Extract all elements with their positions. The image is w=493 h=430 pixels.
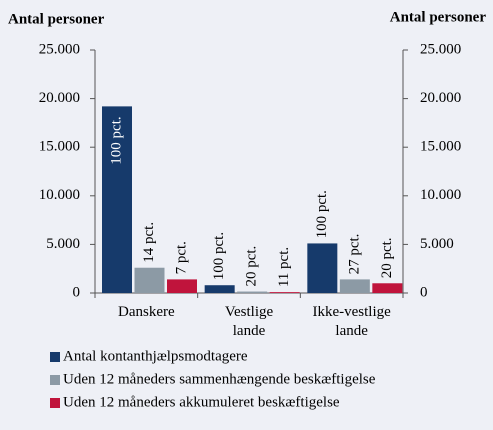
legend-swatch [50,398,60,408]
bar [339,279,370,293]
legend-swatch [50,352,60,362]
y2-tick-label: 25.000 [420,41,461,57]
bar-annotation: 20 pct. [244,246,260,287]
legend-swatch [50,375,60,385]
y2-tick-label: 20.000 [420,90,461,106]
bar [204,285,235,293]
bar [269,292,300,293]
x-tick-label: Ikke-vestlige lande [313,304,392,339]
y-tick-label: 15.000 [39,139,80,155]
bar [237,291,268,293]
y-axis-title: Antal personer [8,11,105,27]
bar-annotation: 20 pct. [379,237,395,278]
bar [307,243,338,293]
bar-annotation: 27 pct. [346,234,362,275]
y2-tick-label: 15.000 [420,139,461,155]
x-tick-label: Vestlige lande [225,304,274,339]
y-tick-label: 25.000 [39,41,80,57]
legend-label: Uden 12 måneders akkumuleret beskæftigel… [63,394,340,410]
x-tick-label: Danskere [118,304,175,320]
y2-axis-title: Antal personer [390,9,487,25]
bar-annotation: 100 pct. [108,116,124,164]
bar-annotation: 100 pct. [314,190,330,238]
legend-label: Antal kontanthjælpsmodtagere [63,348,248,364]
bar-annotation: 14 pct. [141,222,157,263]
y-tick-label: 5.000 [46,236,80,252]
bar [134,267,165,293]
bar-annotation: 11 pct. [276,247,292,287]
y-tick-label: 10.000 [39,187,80,203]
bar-annotation: 100 pct. [211,232,227,280]
bar-annotation: 7 pct. [173,241,189,274]
bar [372,283,403,293]
y2-tick-label: 10.000 [420,187,461,203]
y-tick-label: 0 [73,284,81,300]
legend-label: Uden 12 måneders sammenhængende beskæfti… [63,371,376,387]
bar [167,279,197,293]
y-tick-label: 20.000 [39,90,80,106]
y2-tick-label: 5.000 [420,236,454,252]
y2-tick-label: 0 [420,284,428,300]
bar [102,106,132,293]
